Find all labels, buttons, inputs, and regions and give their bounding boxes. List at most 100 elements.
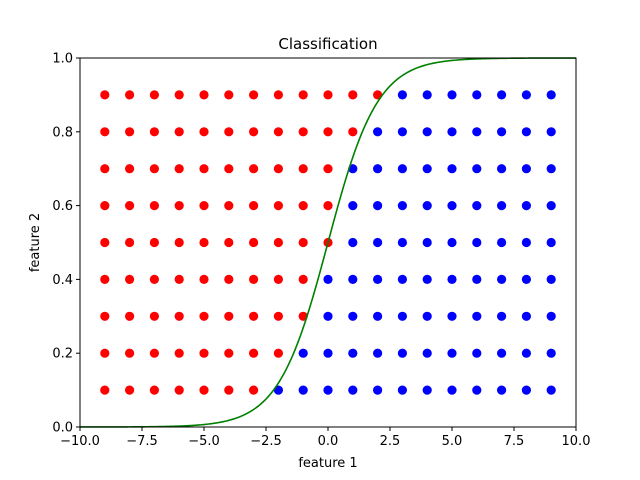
point-red — [199, 201, 209, 211]
point-red — [125, 348, 135, 358]
y-tick-label: 0.8 — [52, 125, 73, 140]
point-blue — [521, 274, 532, 284]
point-blue — [397, 237, 407, 248]
point-red — [125, 237, 135, 248]
point-red — [224, 164, 234, 174]
point-red — [199, 348, 209, 358]
point-red — [100, 311, 110, 321]
point-red — [323, 90, 333, 100]
point-red — [199, 274, 209, 284]
point-red — [273, 237, 283, 248]
point-blue — [373, 201, 383, 211]
point-blue — [447, 274, 457, 284]
y-tick-label: 1.0 — [52, 52, 73, 67]
y-tick-label: 0.6 — [52, 199, 73, 214]
point-red — [249, 90, 259, 100]
point-red — [323, 127, 333, 137]
y-axis-ticks: 0.0 0.2 0.4 0.6 0.8 1.0 — [52, 52, 80, 436]
x-axis-label: feature 1 — [298, 456, 357, 471]
x-tick-label: 2.5 — [380, 434, 401, 449]
point-blue — [397, 90, 407, 100]
point-blue — [546, 90, 556, 100]
point-red — [348, 127, 358, 137]
point-red — [273, 274, 283, 284]
point-red — [174, 127, 184, 137]
y-tick-label: 0.4 — [52, 273, 73, 288]
point-blue — [497, 164, 507, 174]
point-red — [149, 127, 159, 137]
point-blue — [521, 237, 532, 248]
point-blue — [422, 127, 432, 137]
point-blue — [447, 201, 457, 211]
point-red — [125, 201, 135, 211]
point-red — [323, 201, 333, 211]
point-blue — [298, 385, 308, 395]
point-red — [174, 201, 184, 211]
x-axis-ticks: −10.0 −7.5 −5.0 −2.5 0.0 2.5 5.0 7.5 10.0 — [60, 427, 590, 449]
point-red — [224, 127, 234, 137]
point-red — [224, 348, 234, 358]
point-blue — [521, 348, 532, 358]
point-red — [224, 237, 234, 248]
point-blue — [546, 201, 556, 211]
point-red — [199, 127, 209, 137]
point-red — [100, 201, 110, 211]
point-red — [100, 274, 110, 284]
point-blue — [546, 348, 556, 358]
y-tick-label: 0.0 — [52, 421, 73, 436]
point-red — [125, 385, 135, 395]
point-red — [149, 274, 159, 284]
point-blue — [422, 274, 432, 284]
point-blue — [348, 385, 358, 395]
point-blue — [521, 90, 532, 100]
point-blue — [348, 274, 358, 284]
x-tick-label: −2.5 — [250, 434, 282, 449]
point-blue — [397, 348, 407, 358]
point-red — [125, 164, 135, 174]
x-tick-label: 7.5 — [504, 434, 525, 449]
point-blue — [348, 201, 358, 211]
point-red — [199, 385, 209, 395]
point-blue — [447, 237, 457, 248]
point-blue — [546, 127, 556, 137]
point-blue — [397, 201, 407, 211]
point-blue — [422, 201, 432, 211]
point-blue — [447, 311, 457, 321]
point-blue — [521, 311, 532, 321]
point-red — [174, 385, 184, 395]
point-red — [224, 90, 234, 100]
point-red — [174, 274, 184, 284]
point-red — [249, 311, 259, 321]
point-red — [273, 348, 283, 358]
point-red — [100, 90, 110, 100]
point-blue — [373, 348, 383, 358]
point-red — [100, 385, 110, 395]
point-red — [125, 90, 135, 100]
point-red — [125, 311, 135, 321]
chart-title: Classification — [278, 35, 377, 53]
point-red — [323, 164, 333, 174]
point-blue — [397, 311, 407, 321]
point-blue — [373, 385, 383, 395]
point-blue — [497, 90, 507, 100]
point-blue — [497, 348, 507, 358]
point-blue — [497, 385, 507, 395]
point-red — [273, 90, 283, 100]
point-blue — [447, 127, 457, 137]
point-blue — [472, 348, 482, 358]
point-blue — [348, 348, 358, 358]
point-blue — [422, 237, 432, 248]
x-tick-label: −5.0 — [188, 434, 220, 449]
point-red — [298, 201, 308, 211]
point-red — [149, 164, 159, 174]
point-blue — [298, 348, 308, 358]
point-blue — [348, 237, 358, 248]
point-red — [199, 90, 209, 100]
point-blue — [472, 201, 482, 211]
point-red — [174, 237, 184, 248]
point-blue — [447, 164, 457, 174]
point-red — [149, 90, 159, 100]
point-blue — [323, 274, 333, 284]
point-blue — [497, 201, 507, 211]
